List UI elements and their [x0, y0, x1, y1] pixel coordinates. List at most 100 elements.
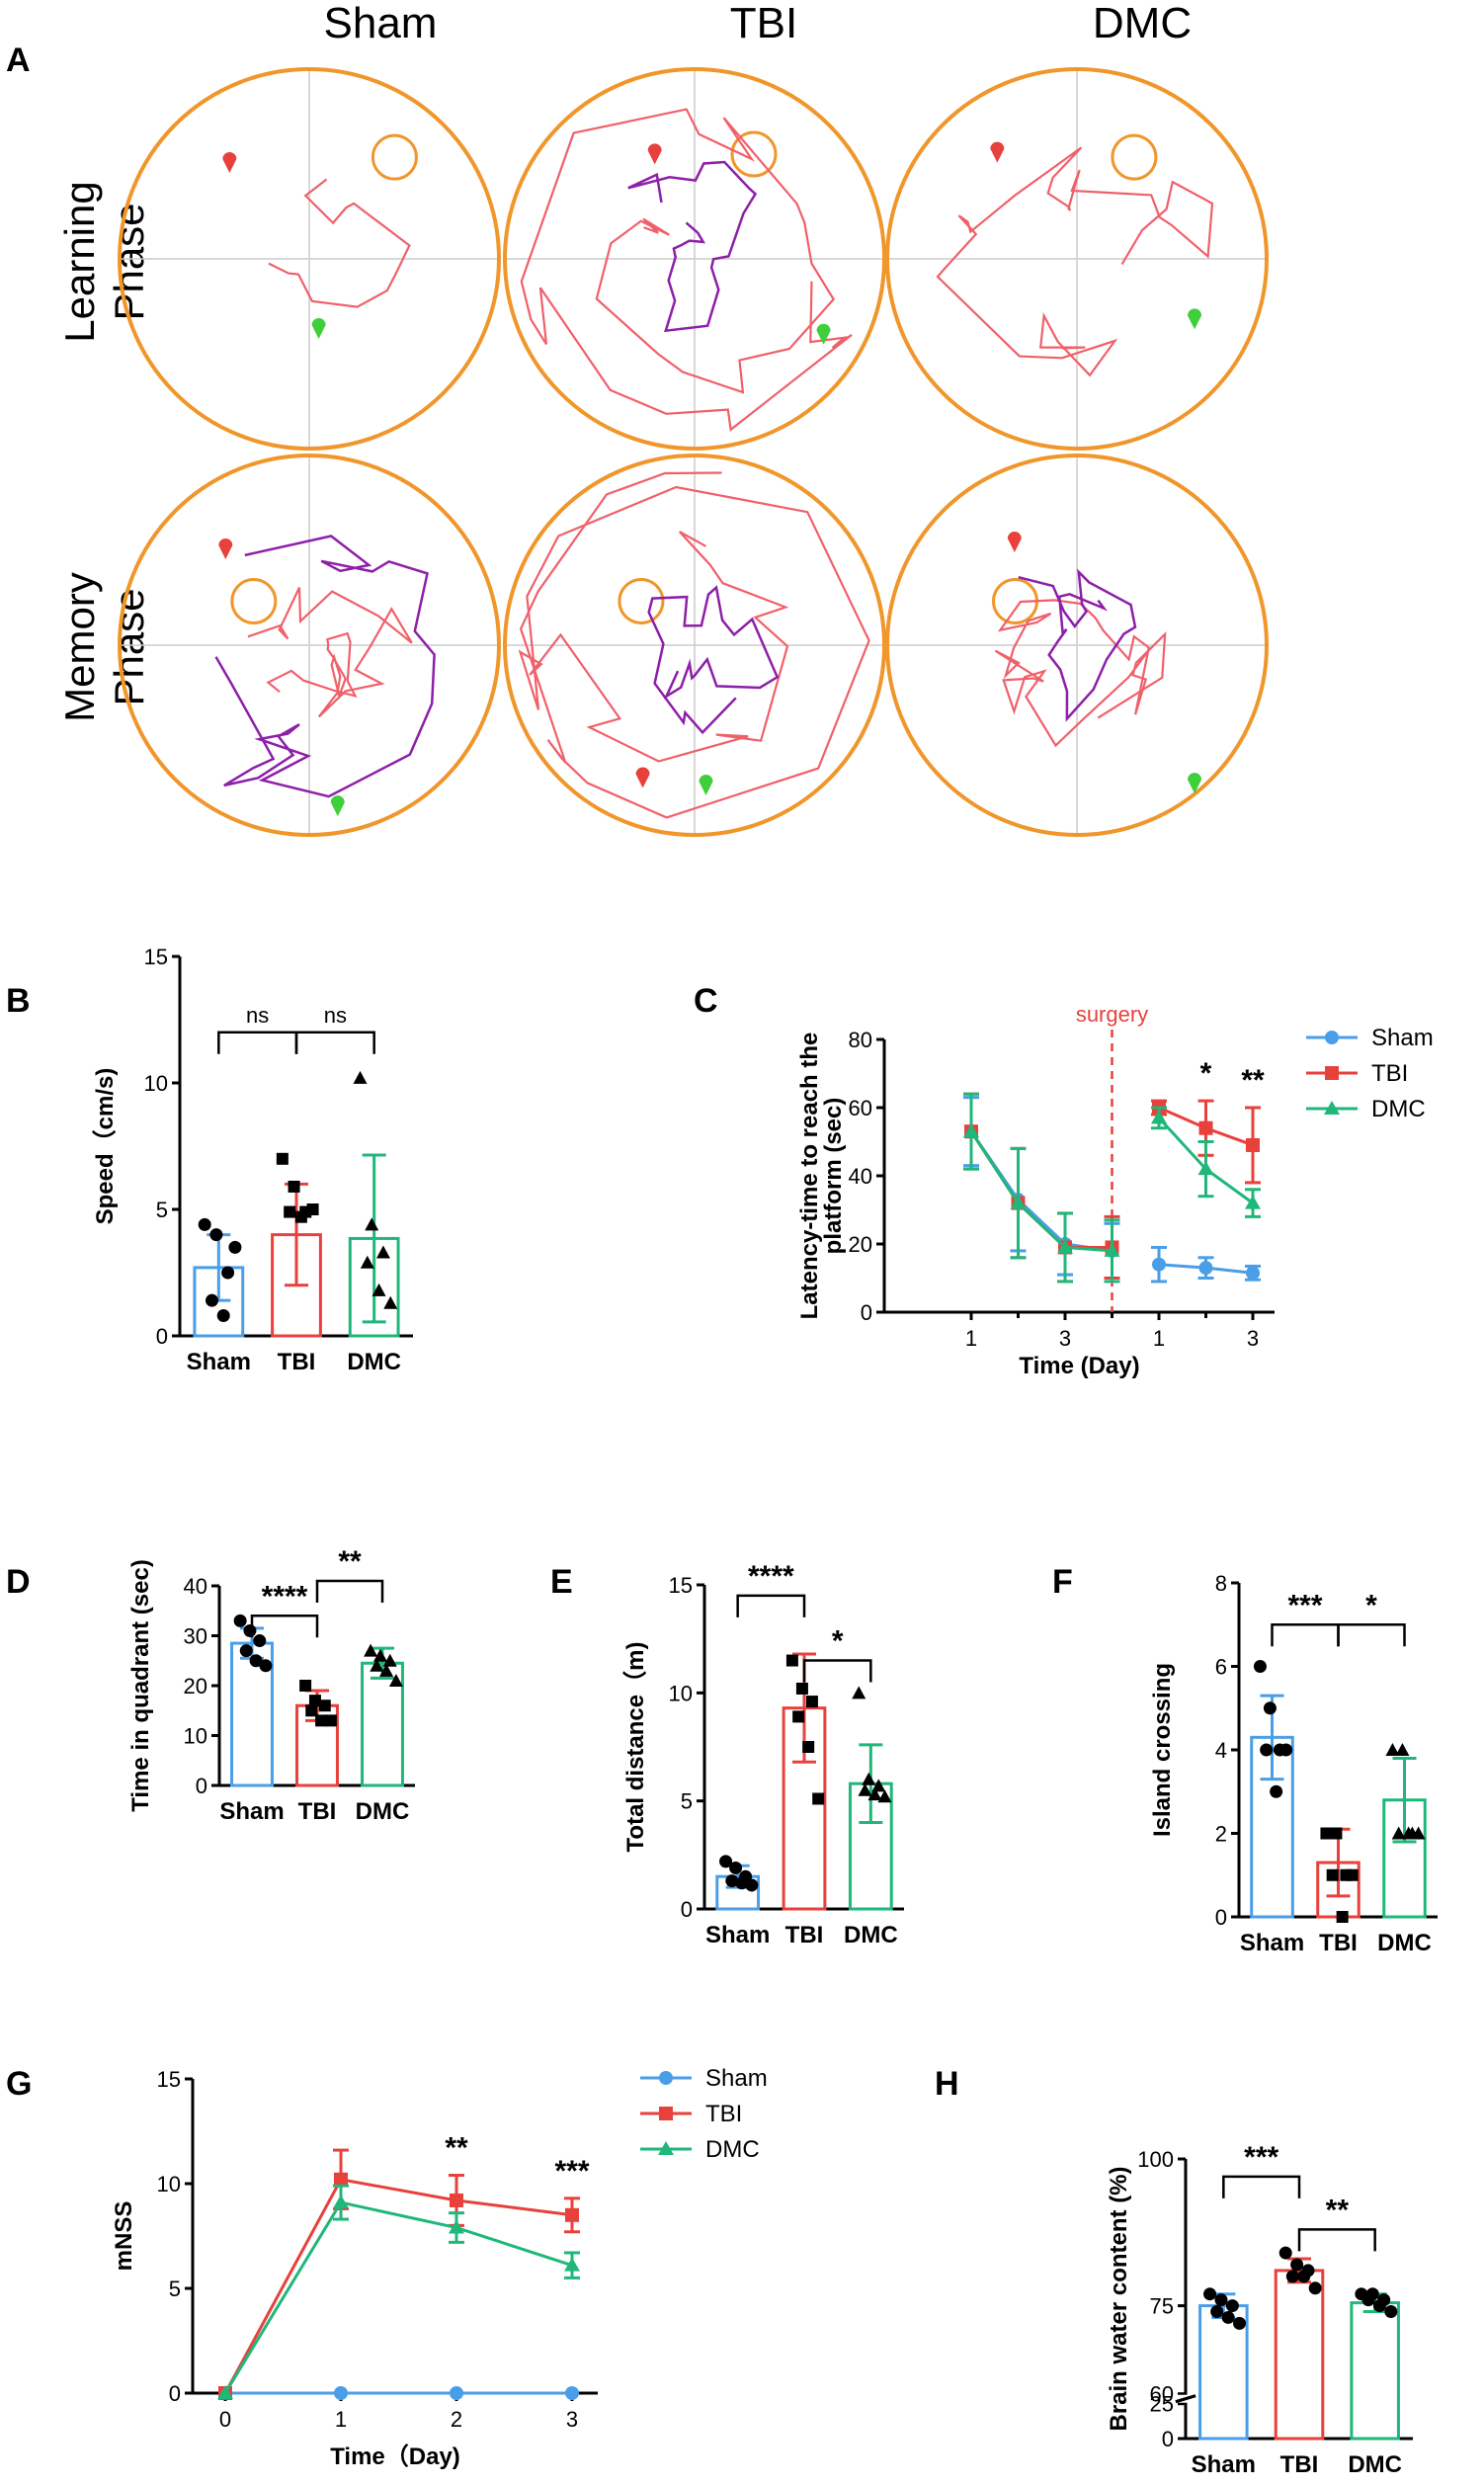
point-Sham [450, 2386, 463, 2400]
start-marker-icon [647, 143, 662, 165]
y-tick-label: 10 [669, 1681, 693, 1705]
panel-label-a: A [6, 41, 31, 79]
point-Sham [1246, 1266, 1260, 1281]
data-point [812, 1792, 825, 1805]
data-point [858, 1782, 872, 1796]
data-point [1260, 1743, 1274, 1757]
swim-path-red [520, 108, 853, 432]
swim-path-purple [214, 535, 436, 798]
x-tick-label: TBI [1280, 2451, 1319, 2478]
data-point [867, 1787, 882, 1801]
platform-circle [371, 133, 418, 181]
series-line-Sham [969, 1130, 1113, 1253]
series-line-TBI [223, 2178, 573, 2394]
row-label-memory: Memory [56, 572, 103, 722]
y-axis-title: Speed（cm/s) [92, 1068, 119, 1225]
data-point [1308, 2281, 1322, 2295]
series-line-DMC [969, 1130, 1113, 1253]
panel-label-b: B [6, 982, 31, 1020]
point-DMC [564, 2257, 580, 2272]
pool-boundary [118, 67, 501, 451]
y-tick-label: 80 [849, 1028, 872, 1052]
platform-circle [1111, 133, 1158, 181]
y-tick-label: 40 [849, 1164, 872, 1189]
end-marker-icon [1188, 308, 1202, 330]
x-tick-label: TBI [785, 1922, 824, 1948]
y-tick-label: 6 [1215, 1655, 1227, 1680]
significance-label: ** [338, 1545, 362, 1578]
data-point [259, 1659, 273, 1673]
data-point [372, 1648, 387, 1662]
y-tick-label: 2 [1215, 1822, 1227, 1847]
data-point [388, 1673, 403, 1687]
significance-bracket [250, 1615, 319, 1638]
data-point [1346, 1868, 1359, 1881]
start-marker-icon [990, 141, 1005, 163]
y-tick-label: 75 [1150, 2294, 1174, 2319]
point-TBI [334, 2172, 348, 2187]
axis-break-mark [1175, 2394, 1196, 2404]
end-marker-icon [816, 323, 831, 345]
data-point [1214, 2293, 1228, 2307]
y-tick-label: 100 [1137, 2147, 1174, 2172]
legend-label: Sham [705, 2065, 768, 2092]
y-tick-label: 30 [184, 1624, 207, 1649]
y-tick-label: 8 [1215, 1571, 1227, 1596]
legend-marker [1325, 1066, 1339, 1080]
data-point [243, 1623, 257, 1637]
data-point [324, 1714, 337, 1727]
y-tick-label: 0 [1215, 1905, 1227, 1930]
x-tick-label: 1 [1153, 1326, 1165, 1351]
data-point [364, 1643, 378, 1657]
data-point [1330, 1827, 1343, 1840]
y-tick-label: 5 [681, 1789, 693, 1814]
data-point [1297, 2270, 1311, 2283]
significance-label: **** [262, 1580, 308, 1613]
y-axis-title: Latency-time to reach the [796, 1033, 823, 1320]
significance-bracket [1271, 1623, 1340, 1647]
pool-boundary [885, 454, 1269, 837]
y-tick-label: 15 [157, 2067, 181, 2092]
start-marker-icon [635, 767, 650, 788]
y-tick-label: 15 [144, 945, 168, 969]
end-marker-icon [1188, 773, 1202, 794]
y-tick-label: 60 [1150, 2382, 1174, 2407]
point-TBI [1198, 1120, 1213, 1135]
swim-path-purple [647, 585, 780, 735]
significance-bracket [736, 1594, 806, 1617]
point-Sham [334, 2386, 348, 2400]
data-point [1285, 2270, 1299, 2283]
significance-label: ns [324, 1003, 347, 1028]
legend-marker [659, 2071, 673, 2085]
data-point [360, 1255, 374, 1269]
data-point [382, 1653, 397, 1667]
data-point [1221, 2310, 1235, 2324]
point-TBI [1246, 1137, 1260, 1152]
significance-label: ** [1326, 2194, 1350, 2226]
x-tick-label: DMC [1377, 1930, 1432, 1956]
y-axis-title: mNSS [111, 2201, 137, 2272]
y-tick-label: 60 [849, 1096, 872, 1120]
data-point [1263, 1701, 1277, 1715]
y-tick-label: 20 [849, 1232, 872, 1257]
x-tick-label: DMC [347, 1349, 401, 1375]
data-point [371, 1283, 386, 1296]
data-point [802, 1741, 815, 1753]
legend-label: TBI [705, 2101, 742, 2127]
pool-3 [118, 454, 501, 837]
pool-boundary [503, 454, 886, 837]
data-point [239, 1644, 253, 1658]
data-point [1391, 1826, 1406, 1840]
legend-marker [659, 2107, 673, 2120]
start-marker-icon [218, 538, 233, 559]
data-point [1372, 2299, 1386, 2313]
row-label-learning: Learning [56, 181, 103, 342]
platform-circle [618, 577, 665, 624]
point-TBI [450, 2193, 463, 2207]
data-point [383, 1295, 398, 1309]
data-point [792, 1710, 805, 1723]
data-point [1411, 1826, 1426, 1840]
data-point [862, 1772, 876, 1785]
